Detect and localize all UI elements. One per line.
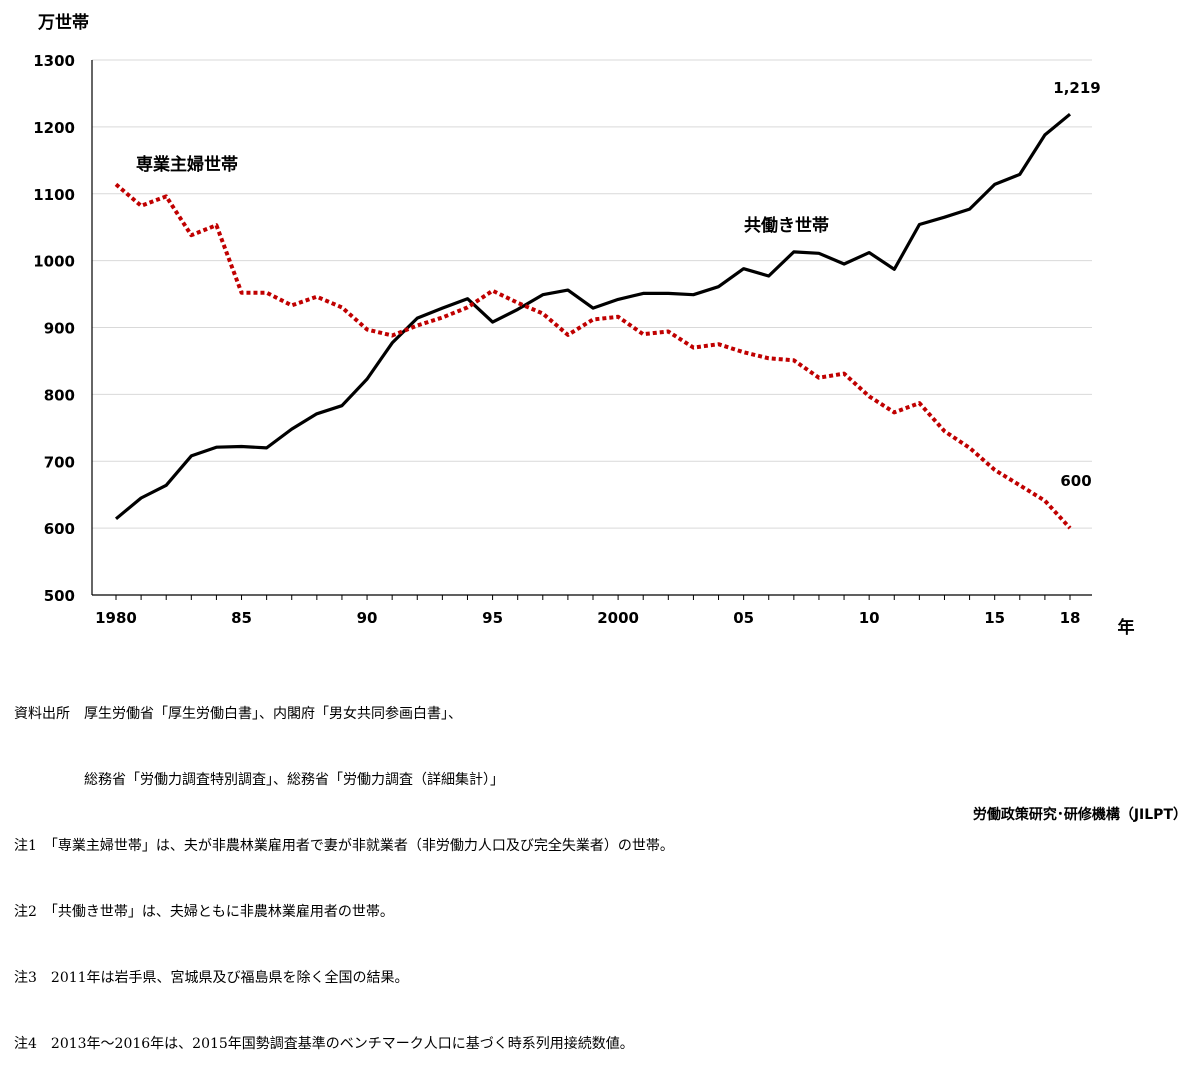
footer-credit: 労働政策研究･研修機構（JILPT） xyxy=(972,807,1187,823)
y-tick-label: 700 xyxy=(44,453,75,471)
x-tick-label: 05 xyxy=(733,609,754,627)
x-tick-label: 85 xyxy=(231,609,252,627)
source-notes: 資料出所 厚生労働省「厚生労働白書」、内閣府「男女共同参画白書」、 総務省「労働… xyxy=(14,659,674,1077)
data-label-dual-income-2018: 1,219 xyxy=(1053,79,1100,97)
x-tick-label: 90 xyxy=(357,609,378,627)
y-tick-label: 1200 xyxy=(33,119,75,137)
y-tick-label: 800 xyxy=(44,386,75,404)
series-label-housewife: 専業主婦世帯 xyxy=(136,154,238,175)
y-tick-label: 900 xyxy=(44,320,75,338)
x-axis-unit-label: 年 xyxy=(1118,617,1135,638)
y-tick-label: 500 xyxy=(44,587,75,605)
y-tick-label: 1300 xyxy=(33,52,75,70)
y-tick-label: 1100 xyxy=(33,186,75,204)
y-tick-label: 1000 xyxy=(33,253,75,271)
data-label-housewife-2018: 600 xyxy=(1060,472,1091,490)
note-line: 注4 2013年～2016年は、2015年国勢調査基準のベンチマーク人口に基づく… xyxy=(14,1036,634,1052)
x-tick-label: 10 xyxy=(859,609,880,627)
x-tick-label: 15 xyxy=(984,609,1005,627)
x-tick-label: 95 xyxy=(482,609,503,627)
y-tick-label: 600 xyxy=(44,520,75,538)
note-line: 注2 「共働き世帯」は、夫婦ともに非農林業雇用者の世帯。 xyxy=(14,904,394,920)
note-line: 注1 「専業主婦世帯」は、夫が非農林業雇用者で妻が非就業者（非労働力人口及び完全… xyxy=(14,838,674,854)
note-line: 資料出所 厚生労働省「厚生労働白書」、内閣府「男女共同参画白書」、 xyxy=(14,706,462,722)
note-line: 総務省「労働力調査特別調査」、総務省「労働力調査（詳細集計）」 xyxy=(14,772,504,788)
series-line-housewife xyxy=(114,182,1072,530)
series-label-dual-income: 共働き世帯 xyxy=(744,215,829,236)
note-line: 注3 2011年は岩手県、宮城県及び福島県を除く全国の結果。 xyxy=(14,970,409,986)
line-chart: 500 600 700 800 900 1000 1100 1200 1300 1980 85 90 9… xyxy=(33,52,1135,638)
x-tick-label: 2000 xyxy=(597,609,639,627)
y-axis-unit-label: 万世帯 xyxy=(38,13,89,33)
x-tick-label: 18 xyxy=(1060,609,1081,627)
series-line-dual-income xyxy=(114,112,1072,521)
x-tick-label: 1980 xyxy=(95,609,137,627)
